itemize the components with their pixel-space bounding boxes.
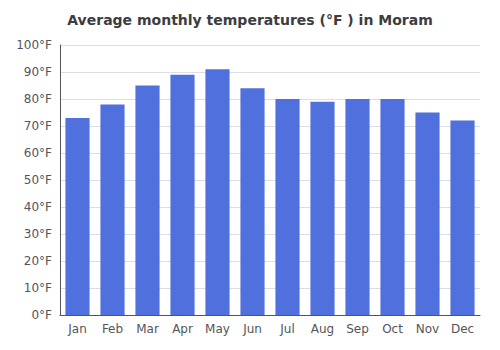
svg-text:Apr: Apr — [172, 322, 193, 336]
svg-text:20°F: 20°F — [24, 254, 52, 268]
svg-text:40°F: 40°F — [24, 200, 52, 214]
svg-text:90°F: 90°F — [24, 65, 52, 79]
svg-text:100°F: 100°F — [16, 38, 52, 52]
svg-text:30°F: 30°F — [24, 227, 52, 241]
svg-text:Nov: Nov — [416, 322, 439, 336]
svg-text:Dec: Dec — [451, 322, 474, 336]
svg-text:Mar: Mar — [136, 322, 159, 336]
svg-text:Oct: Oct — [382, 322, 403, 336]
svg-text:10°F: 10°F — [24, 281, 52, 295]
svg-text:Aug: Aug — [311, 322, 334, 336]
svg-text:Jan: Jan — [67, 322, 87, 336]
svg-text:Sep: Sep — [346, 322, 369, 336]
svg-text:Jun: Jun — [242, 322, 262, 336]
svg-text:May: May — [205, 322, 230, 336]
svg-text:Jul: Jul — [279, 322, 294, 336]
svg-text:50°F: 50°F — [24, 173, 52, 187]
svg-text:0°F: 0°F — [31, 308, 52, 322]
svg-text:Feb: Feb — [102, 322, 123, 336]
svg-text:Average monthly temperatures (: Average monthly temperatures (°F ) in Mo… — [67, 12, 432, 28]
svg-text:60°F: 60°F — [24, 146, 52, 160]
svg-text:80°F: 80°F — [24, 92, 52, 106]
svg-text:70°F: 70°F — [24, 119, 52, 133]
